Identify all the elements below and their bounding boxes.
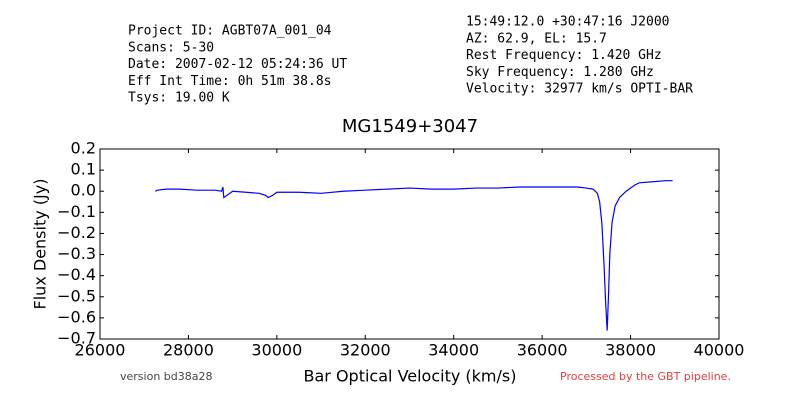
chart-title: MG1549+3047: [342, 116, 478, 137]
x-tick-label: 32000: [340, 341, 391, 360]
x-tick-label: 40000: [694, 341, 745, 360]
header-info: Rest Frequency: 1.420 GHz: [466, 48, 662, 63]
x-tick-label: 38000: [605, 341, 656, 360]
y-tick-label: −0.5: [57, 286, 96, 305]
header-info: 15:49:12.0 +30:47:16 J2000: [466, 15, 670, 30]
y-tick-label: −0.2: [57, 223, 96, 242]
y-tick-label: 0.0: [71, 181, 96, 200]
x-tick-label: 28000: [163, 341, 214, 360]
y-tick-label: 0.1: [71, 160, 96, 179]
x-axis-label: Bar Optical Velocity (km/s): [304, 367, 517, 386]
x-tick-label: 26000: [75, 341, 126, 360]
footer-pipeline: Processed by the GBT pipeline.: [560, 370, 731, 383]
spectrum-line: [155, 180, 673, 331]
y-tick-label: 0.2: [71, 139, 96, 158]
y-tick-label: −0.6: [57, 307, 96, 326]
header-info: Scans: 5-30: [128, 40, 214, 55]
y-tick-label: −0.7: [57, 329, 96, 348]
x-tick-label: 34000: [428, 341, 479, 360]
y-tick-label: −0.1: [57, 202, 96, 221]
header-info: AZ: 62.9, EL: 15.7: [466, 31, 607, 46]
header-info: Velocity: 32977 km/s OPTI-BAR: [466, 82, 693, 97]
header-info: Sky Frequency: 1.280 GHz: [466, 65, 654, 80]
header-info: Tsys: 19.00 K: [128, 91, 230, 106]
y-tick-label: −0.3: [57, 244, 96, 263]
x-tick-label: 36000: [517, 341, 568, 360]
header-info: Date: 2007-02-12 05:24:36 UT: [128, 57, 347, 72]
x-tick-label: 30000: [251, 341, 302, 360]
header-info: Eff Int Time: 0h 51m 38.8s: [128, 74, 332, 89]
y-axis-label: Flux Density (Jy): [31, 179, 50, 310]
footer-version: version bd38a28: [120, 370, 213, 383]
header-info: Project ID: AGBT07A_001_04: [128, 24, 332, 39]
plot-frame: [99, 148, 720, 340]
y-tick-label: −0.4: [57, 265, 96, 284]
